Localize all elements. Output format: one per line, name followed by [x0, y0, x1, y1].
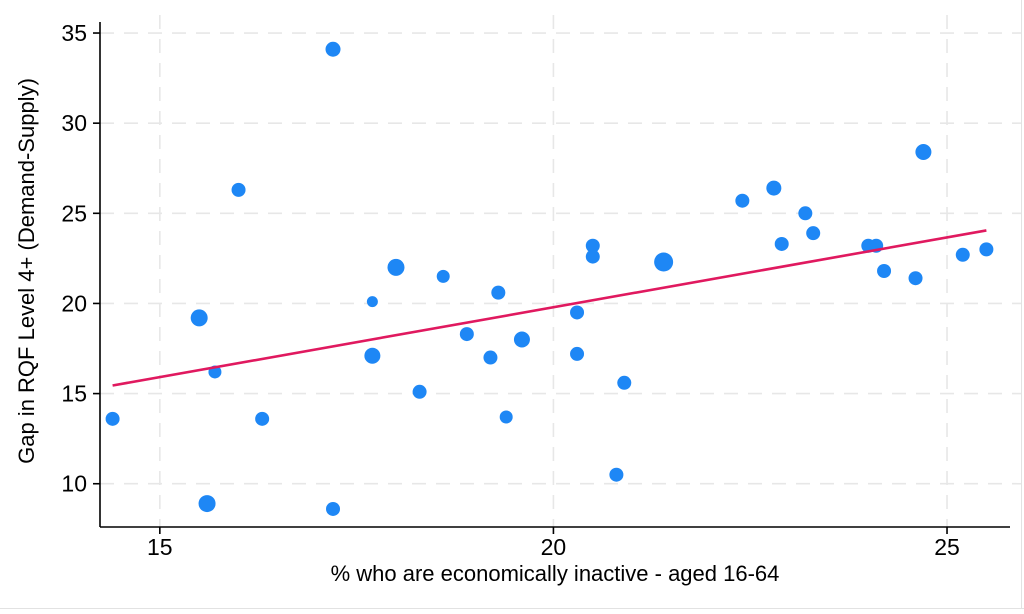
- data-point: [774, 236, 789, 251]
- data-point: [955, 247, 970, 262]
- data-point: [499, 410, 513, 424]
- data-point: [877, 264, 892, 278]
- data-point: [806, 226, 821, 241]
- data-point: [366, 296, 378, 308]
- y-tick-label: 35: [61, 20, 87, 46]
- data-point: [436, 269, 450, 283]
- data-point: [387, 258, 405, 276]
- data-point: [915, 144, 932, 161]
- data-point: [325, 41, 341, 57]
- data-point: [798, 206, 813, 221]
- data-point: [326, 501, 341, 516]
- data-point: [585, 238, 600, 253]
- data-point: [570, 305, 585, 320]
- data-point: [231, 182, 246, 197]
- x-axis-title: % who are economically inactive - aged 1…: [331, 561, 780, 586]
- data-point: [105, 411, 120, 426]
- data-point: [364, 347, 381, 364]
- data-point: [483, 350, 498, 365]
- x-tick-label: 15: [147, 534, 173, 560]
- data-point: [609, 467, 624, 482]
- data-point: [617, 375, 632, 390]
- window-edge-right: [1021, 0, 1022, 608]
- data-point: [198, 495, 216, 513]
- x-tick-label: 25: [934, 534, 960, 560]
- x-tick-label: 20: [541, 534, 567, 560]
- data-point: [255, 411, 270, 426]
- data-point: [491, 285, 506, 300]
- data-point: [979, 242, 994, 257]
- y-axis-title: Gap in RQF Level 4+ (Demand-Supply): [14, 78, 39, 464]
- data-point: [513, 331, 530, 348]
- y-tick-label: 20: [61, 290, 87, 316]
- window-edge-bottom: [0, 608, 1024, 609]
- trend-line: [112, 229, 987, 387]
- data-point: [412, 384, 427, 399]
- data-point: [585, 249, 600, 264]
- data-point: [766, 180, 782, 196]
- y-tick-label: 15: [61, 381, 87, 407]
- data-point: [908, 271, 923, 286]
- y-tick-label: 30: [61, 110, 87, 136]
- y-tick-label: 25: [61, 200, 87, 226]
- data-point: [570, 346, 585, 361]
- data-point: [459, 327, 474, 342]
- y-tick-label: 10: [61, 471, 87, 497]
- data-point: [735, 193, 750, 208]
- data-point: [654, 252, 674, 272]
- data-point: [190, 309, 208, 327]
